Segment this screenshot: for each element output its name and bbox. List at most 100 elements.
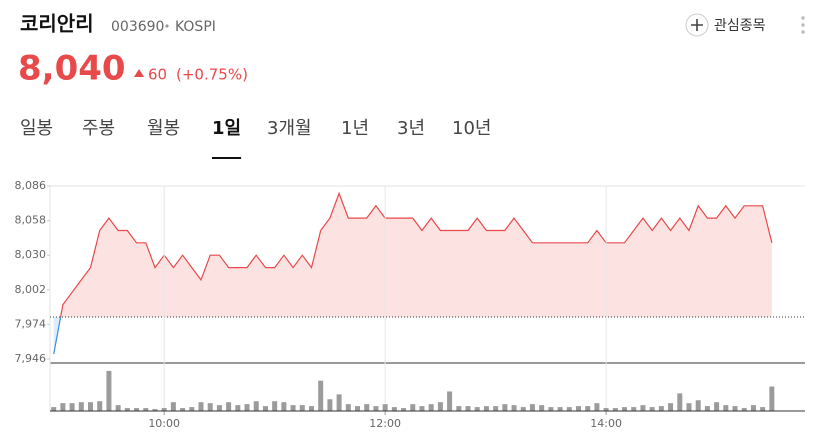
volume-bar bbox=[382, 404, 388, 411]
volume-bar bbox=[170, 402, 176, 411]
market: KOSPI bbox=[175, 19, 216, 35]
y-tick-label: 7,946 bbox=[15, 352, 47, 365]
volume-bar bbox=[134, 408, 140, 411]
volume-bar bbox=[152, 409, 158, 411]
volume-bar bbox=[373, 406, 379, 411]
volume-bar bbox=[529, 404, 535, 411]
y-tick-label: 8,030 bbox=[15, 248, 47, 261]
volume-bar bbox=[97, 401, 103, 411]
y-tick-label: 8,086 bbox=[15, 179, 47, 192]
volume-bar bbox=[299, 405, 305, 411]
volume-bar bbox=[262, 406, 268, 411]
x-tick-label: 10:00 bbox=[148, 417, 180, 430]
volume-bar bbox=[483, 406, 489, 411]
volume-bar bbox=[124, 408, 130, 411]
watch-button[interactable]: 관심종목 bbox=[685, 13, 766, 37]
volume-bar bbox=[474, 407, 480, 411]
volume-bar bbox=[226, 402, 232, 411]
volume-bar bbox=[189, 407, 195, 411]
volume-bar bbox=[520, 407, 526, 411]
volume-bar bbox=[750, 405, 756, 411]
up-arrow bbox=[134, 69, 144, 77]
volume-bar bbox=[410, 404, 416, 411]
period-tabs: 일봉 주봉 월봉 1일 3개월 1년 3년 10년 bbox=[20, 118, 491, 159]
watch-label[interactable]: 관심종목 bbox=[714, 18, 766, 34]
x-tick-label: 14:00 bbox=[590, 417, 622, 430]
volume-bar bbox=[355, 406, 361, 411]
tab[interactable]: 월봉 bbox=[147, 118, 180, 139]
volume-bar bbox=[447, 391, 453, 411]
volume-bar bbox=[585, 406, 591, 411]
volume-bar bbox=[216, 405, 222, 411]
volume-bar bbox=[308, 406, 314, 411]
current-price: 8,040 bbox=[18, 49, 126, 89]
volume-bar bbox=[456, 406, 462, 411]
volume-bar bbox=[115, 405, 121, 411]
volume-bar bbox=[649, 407, 655, 411]
tab[interactable]: 일봉 bbox=[20, 118, 53, 139]
volume-bar bbox=[364, 404, 370, 411]
volume-bar bbox=[253, 401, 259, 411]
stock-code: 003690 bbox=[111, 19, 164, 35]
volume-bar bbox=[419, 406, 425, 411]
volume-bar bbox=[686, 403, 692, 411]
volume-bar bbox=[235, 405, 241, 411]
y-tick-label: 7,974 bbox=[15, 317, 47, 330]
volume-bar bbox=[391, 407, 397, 411]
volume-bar bbox=[180, 408, 186, 411]
volume-bar bbox=[78, 402, 84, 411]
volume-bar bbox=[695, 400, 701, 411]
volume-bar bbox=[511, 405, 517, 411]
volume-bar bbox=[401, 408, 407, 411]
plus bbox=[691, 19, 703, 31]
volume-bar bbox=[272, 401, 278, 411]
volume-bar bbox=[723, 405, 729, 411]
volume-bar bbox=[502, 404, 508, 411]
tab[interactable]: 1년 bbox=[341, 118, 369, 139]
volume-bar bbox=[732, 406, 738, 411]
tab[interactable]: 3년 bbox=[397, 118, 425, 139]
price-line bbox=[53, 191, 773, 355]
tab[interactable]: 주봉 bbox=[82, 118, 115, 139]
volume-bar bbox=[557, 407, 563, 411]
volume-bar bbox=[198, 402, 204, 411]
volume-bar bbox=[207, 403, 213, 411]
y-tick-label: 8,002 bbox=[15, 283, 47, 296]
volume-bar bbox=[69, 403, 75, 411]
volume-bar bbox=[244, 404, 250, 411]
volume-bar bbox=[327, 399, 333, 411]
volume-bar bbox=[161, 408, 167, 411]
more-menu[interactable] bbox=[801, 16, 805, 34]
volume-bar bbox=[714, 402, 720, 411]
volume-bar bbox=[741, 408, 747, 411]
x-tick-label: 12:00 bbox=[369, 417, 401, 430]
volume-bar bbox=[622, 407, 628, 411]
volume-bar bbox=[640, 405, 646, 411]
volume-bar bbox=[60, 403, 66, 411]
volume-bar bbox=[106, 370, 112, 411]
volume-bar bbox=[594, 403, 600, 411]
volume-bar bbox=[631, 407, 637, 411]
chart-area: 7,946 7,974 8,002 8,030 8,058 8,086 10:00 12:00… bbox=[15, 179, 805, 430]
volume-bar bbox=[677, 393, 683, 411]
volume-bar bbox=[704, 406, 710, 411]
volume-bar bbox=[51, 407, 57, 411]
volume-bar bbox=[88, 402, 94, 411]
volume-bar bbox=[658, 406, 664, 411]
tab[interactable]: 3개월 bbox=[267, 118, 312, 139]
volume-bar bbox=[668, 403, 674, 411]
volume-bar bbox=[612, 408, 618, 411]
volume-bar bbox=[493, 406, 499, 411]
volume-bar bbox=[345, 404, 351, 411]
volume-bar bbox=[539, 405, 545, 411]
volume-bar bbox=[769, 386, 775, 411]
volume-bar bbox=[437, 402, 443, 411]
separator bbox=[165, 24, 169, 28]
y-tick-label: 8,058 bbox=[15, 214, 47, 227]
tab[interactable]: 10년 bbox=[452, 118, 491, 139]
volume-bar bbox=[318, 380, 324, 411]
volume-bar bbox=[281, 402, 287, 411]
volume-bar bbox=[760, 407, 766, 411]
tab[interactable]: 1일 bbox=[212, 118, 241, 139]
